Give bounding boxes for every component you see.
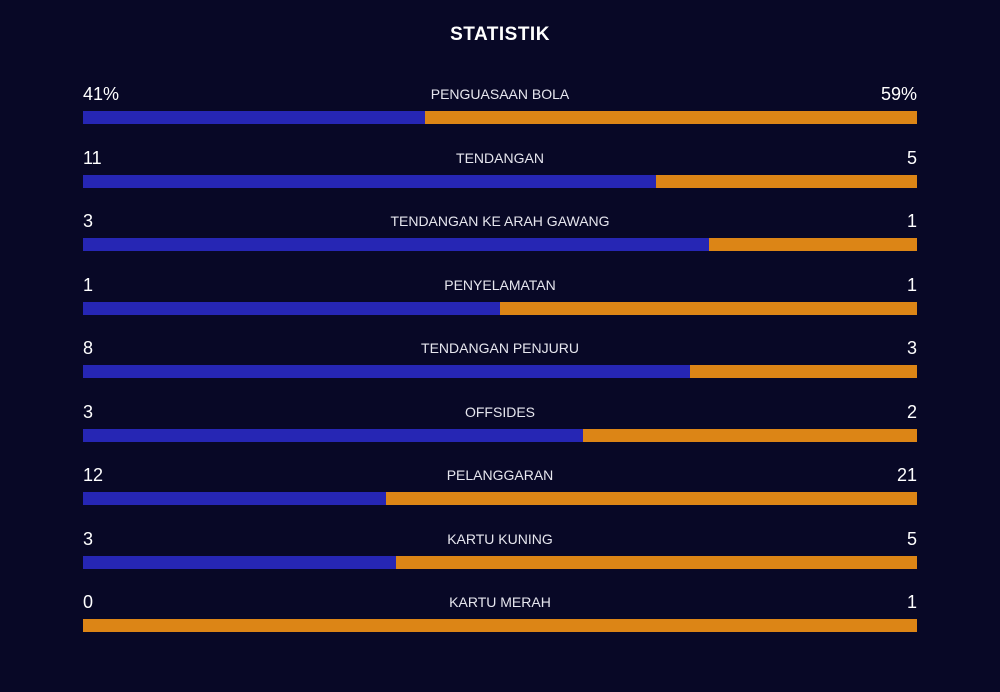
stat-bar [83,111,917,124]
stat-bar [83,492,917,505]
home-value: 12 [83,465,104,485]
away-value: 1 [906,274,917,295]
stat-bar [83,619,917,632]
stat-row: 3 KARTU KUNING 5 [83,528,917,578]
away-value: 59% [880,84,917,104]
away-value: 5 [906,147,917,168]
away-value: 21 [896,465,917,485]
stat-row: 1 PENYELAMATAN 1 [83,274,917,324]
home-value: 3 [83,211,94,231]
home-value: 8 [83,338,94,358]
stat-bar [83,174,917,188]
stat-label: TENDANGAN [456,149,544,166]
stat-row: 11 TENDANGAN 5 [83,147,917,197]
home-bar-fill [83,301,500,315]
home-value: 3 [83,528,94,549]
home-bar-fill [83,111,425,124]
home-value: 1 [83,274,94,295]
stat-label: PELANGGARAN [446,467,554,483]
stat-label: KARTU MERAH [449,594,551,610]
away-value: 3 [906,338,917,358]
stat-row: 41% PENGUASAAN BOLA 59% [83,83,917,133]
home-value: 41% [83,84,120,104]
stat-row: 3 OFFSIDES 2 [83,401,917,451]
stats-title: STATISTIK [450,24,550,45]
stat-row: 3 TENDANGAN KE ARAH GAWANG 1 [83,210,917,260]
home-bar-fill [83,238,709,251]
stat-label: OFFSIDES [464,403,535,420]
home-bar-fill [83,555,396,569]
stat-label: TENDANGAN PENJURU [421,340,579,356]
home-value: 0 [83,592,94,612]
stat-label: PENGUASAAN BOLA [430,86,570,102]
stat-label: PENYELAMATAN [444,276,556,293]
stat-bar [83,428,917,442]
home-value: 11 [83,147,102,168]
stat-row: 12 PELANGGARAN 21 [83,464,917,514]
away-value: 5 [906,528,917,549]
home-value: 3 [83,401,94,422]
away-value: 1 [906,211,917,231]
home-bar-fill [83,174,657,188]
home-bar-fill [83,492,387,505]
stat-label: KARTU KUNING [447,530,553,547]
stat-row: 0 KARTU MERAH 1 [83,591,917,641]
home-bar-fill [83,428,584,442]
stat-bar [83,365,917,378]
stat-bar [83,301,917,315]
stat-bar [83,555,917,569]
away-value: 2 [906,401,917,422]
stat-bar [83,238,917,251]
stat-label: TENDANGAN KE ARAH GAWANG [390,213,610,229]
stat-row: 8 TENDANGAN PENJURU 3 [83,337,917,387]
home-bar-fill [83,365,690,378]
away-value: 1 [906,592,917,612]
